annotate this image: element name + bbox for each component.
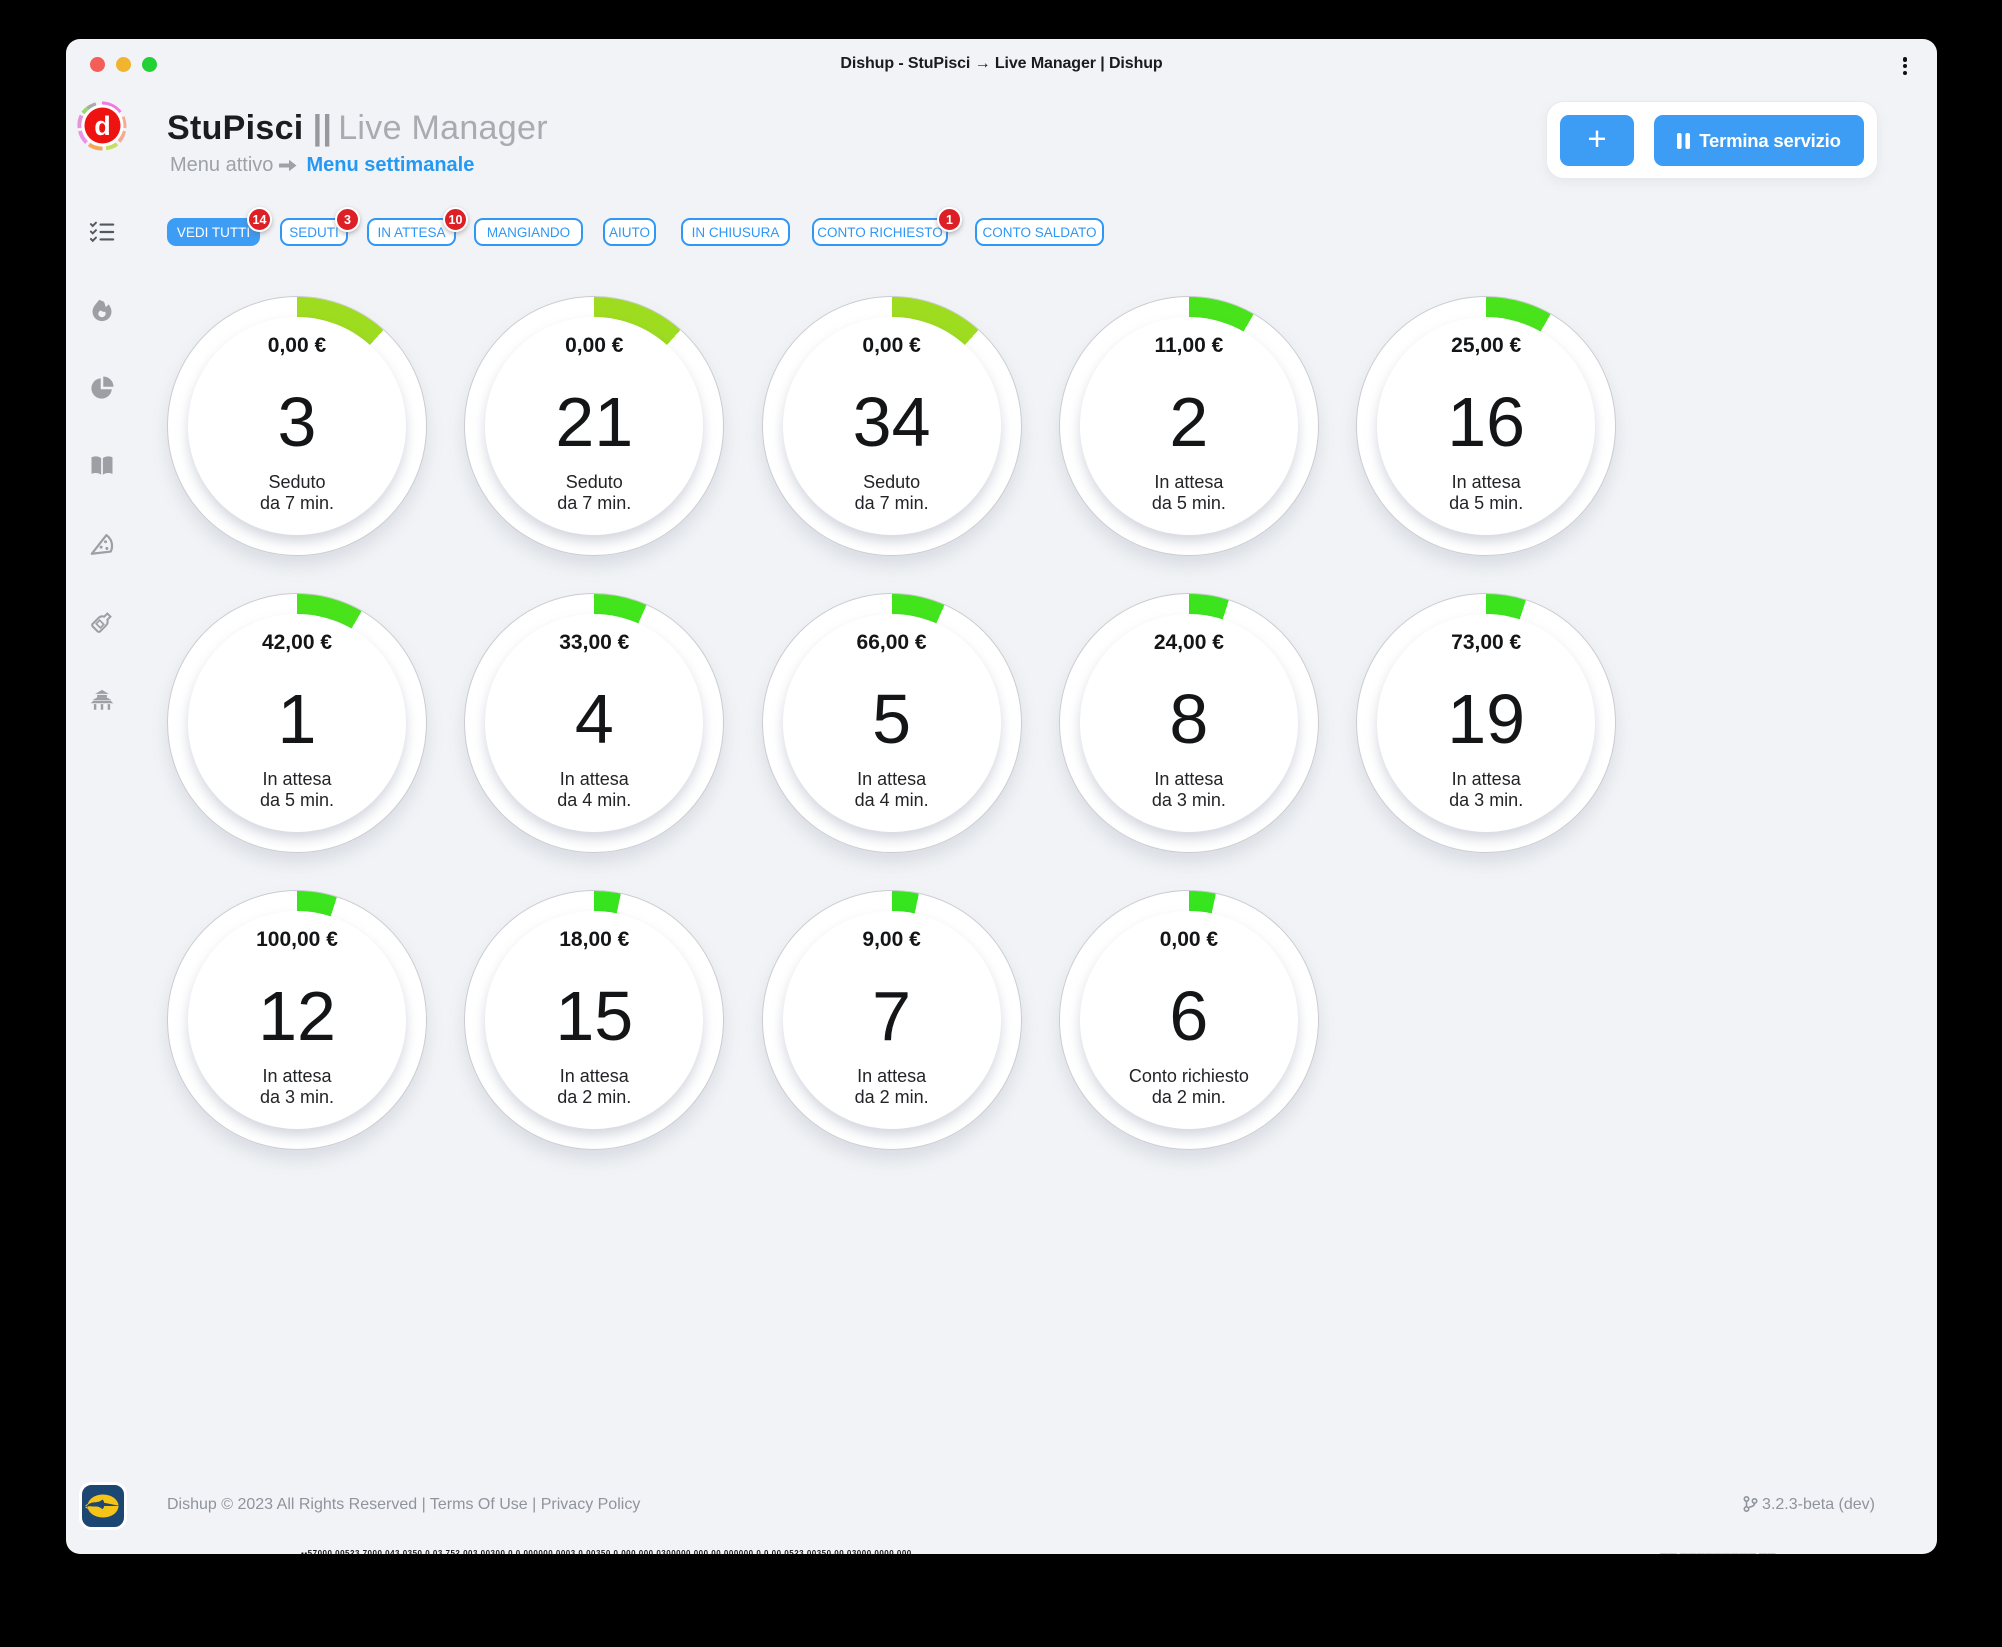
- svg-text:d: d: [94, 111, 111, 141]
